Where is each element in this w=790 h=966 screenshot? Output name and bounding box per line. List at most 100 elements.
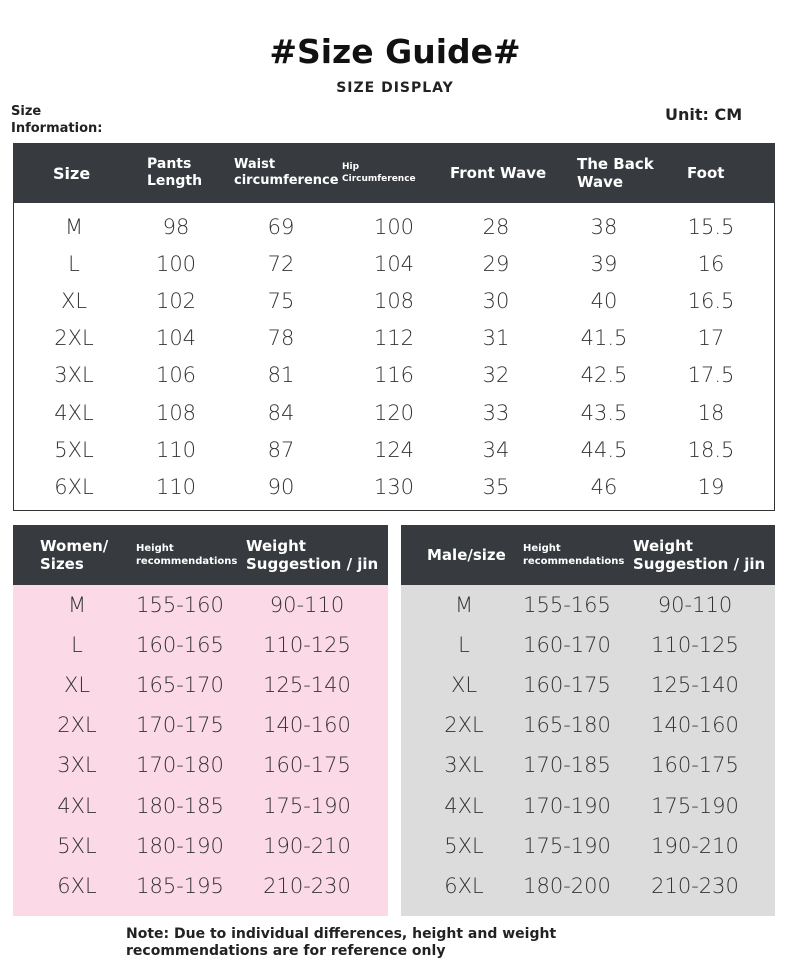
table-cell: 140-160 [651, 713, 739, 738]
table-cell: 84 [267, 400, 295, 425]
table-cell: L [71, 633, 83, 658]
table-cell: 17 [697, 326, 725, 351]
table-cell: 72 [267, 252, 295, 277]
table-cell: 108 [155, 400, 197, 425]
title: #Size Guide# [269, 32, 521, 71]
table-cell: 40 [590, 289, 618, 314]
table-cell: 160-175 [651, 753, 739, 778]
table-cell: 180-190 [136, 833, 224, 858]
table-cell: 155-160 [136, 593, 224, 617]
table-cell: 4XL [57, 793, 97, 818]
table-cell: 110 [155, 437, 197, 462]
table-cell: 6XL [444, 873, 484, 898]
table-cell: 160-170 [523, 633, 611, 658]
header-cell: Weight Suggestion / jin [633, 537, 766, 573]
table-cell: 2XL [54, 326, 94, 351]
table-cell: 19 [697, 474, 725, 499]
table-cell: 160-175 [523, 673, 611, 698]
table-cell: 175-190 [523, 833, 611, 858]
table-cell: 16 [697, 252, 725, 277]
table-cell: 17.5 [687, 363, 735, 388]
table-cell: 81 [267, 363, 295, 388]
table-cell: 160-175 [263, 753, 351, 778]
table-cell: L [68, 252, 80, 277]
table-cell: 3XL [57, 753, 97, 778]
table-cell: 125-140 [263, 673, 351, 698]
table-cell: 106 [155, 363, 197, 388]
table-cell: M [64, 215, 84, 239]
table-cell: 116 [373, 363, 415, 388]
table-header [13, 143, 775, 203]
table-cell: 90-110 [657, 593, 733, 617]
table-cell: 160-165 [136, 633, 224, 658]
table-cell: 4XL [54, 400, 94, 425]
table-cell: 100 [373, 215, 415, 239]
table-body [13, 525, 388, 916]
table-cell: 69 [267, 215, 295, 239]
table-cell: 90 [267, 474, 295, 499]
table-cell: XL [450, 673, 478, 698]
table-cell: 18 [697, 400, 725, 425]
table-cell: 180-200 [523, 873, 611, 898]
table-cell: 100 [155, 252, 197, 277]
table-cell: 5XL [54, 437, 94, 462]
header-cell: Male/size [427, 546, 506, 564]
table-cell: 2XL [444, 713, 484, 738]
table-cell: 6XL [54, 474, 94, 499]
table-cell: 32 [482, 363, 510, 388]
table-cell: 2XL [57, 713, 97, 738]
header-cell: Height recommendations [136, 543, 238, 567]
table-cell: 185-195 [136, 873, 224, 898]
table-body [13, 143, 775, 511]
table-cell: XL [63, 673, 91, 698]
table-cell: 18.5 [687, 437, 735, 462]
table-cell: 180-185 [136, 793, 224, 818]
table-cell: 102 [155, 289, 197, 314]
table-cell: XL [60, 289, 88, 314]
table-cell: 210-230 [263, 873, 351, 898]
header-cell: Hip Circumference [342, 162, 416, 184]
size-information-label: Size Information: [11, 104, 103, 136]
header-cell: The Back Wave [577, 155, 654, 191]
table-cell: 130 [373, 474, 415, 499]
table-body [401, 525, 775, 916]
table-cell: 210-230 [651, 873, 739, 898]
table-header [401, 525, 775, 585]
table-cell: 3XL [444, 753, 484, 778]
table-cell: 4XL [444, 793, 484, 818]
table-cell: 165-180 [523, 713, 611, 738]
table-cell: 110-125 [651, 633, 739, 658]
table-cell: 33 [482, 400, 510, 425]
header-cell: Women/ Sizes [40, 537, 109, 573]
table-cell: 170-190 [523, 793, 611, 818]
table-cell: 124 [373, 437, 415, 462]
table-cell: 31 [482, 326, 510, 351]
table-cell: 90-110 [269, 593, 345, 617]
table-cell: 125-140 [651, 673, 739, 698]
table-cell: 15.5 [687, 215, 735, 239]
unit-label: Unit: CM [665, 105, 743, 124]
table-cell: 78 [267, 326, 295, 351]
table-cell: 170-175 [136, 713, 224, 738]
table-cell: 28 [482, 215, 510, 239]
table-cell: 110 [155, 474, 197, 499]
table-cell: 87 [267, 437, 295, 462]
table-header [13, 525, 388, 585]
subtitle: SIZE DISPLAY [336, 80, 454, 96]
table-cell: 104 [373, 252, 415, 277]
table-cell: 5XL [444, 833, 484, 858]
table-cell: 16.5 [687, 289, 735, 314]
table-cell: 104 [155, 326, 197, 351]
table-cell: 5XL [57, 833, 97, 858]
table-cell: 140-160 [263, 713, 351, 738]
table-cell: 112 [373, 326, 415, 351]
table-cell: 38 [590, 215, 618, 239]
note: Note: Due to individual differences, hei… [126, 926, 557, 959]
table-cell: 6XL [57, 873, 97, 898]
header-cell: Weight Suggestion / jin [246, 537, 379, 573]
table-cell: 98 [162, 215, 190, 239]
table-cell: 44.5 [580, 437, 628, 462]
table-cell: 170-180 [136, 753, 224, 778]
table-cell: L [458, 633, 470, 658]
